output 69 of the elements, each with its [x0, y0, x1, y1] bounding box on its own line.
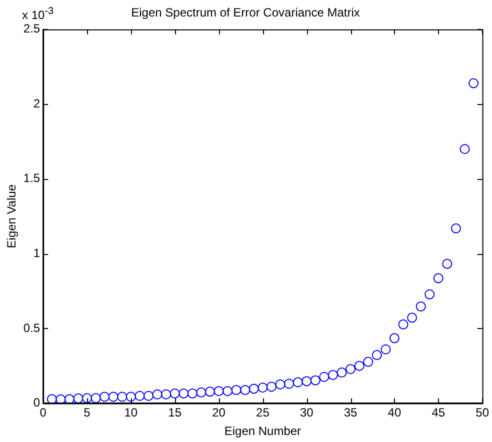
- y-tick-label: 0: [33, 396, 40, 410]
- point: [328, 370, 338, 380]
- point: [161, 389, 172, 400]
- point: [292, 377, 303, 388]
- point: [450, 223, 461, 234]
- x-tick-label: 50: [476, 406, 490, 420]
- point: [372, 350, 382, 360]
- point: [248, 384, 259, 394]
- point: [108, 392, 118, 402]
- y-tick-label: 2: [33, 96, 40, 110]
- point: [258, 382, 268, 393]
- point: [433, 273, 444, 284]
- point: [187, 388, 198, 398]
- point: [302, 376, 312, 386]
- x-tick-label: 20: [212, 406, 226, 420]
- point: [231, 385, 242, 396]
- x-tick-label: 35: [344, 406, 358, 420]
- x-tick-label: 15: [168, 406, 182, 420]
- point: [73, 393, 84, 404]
- point: [144, 390, 154, 401]
- point: [416, 301, 426, 312]
- point: [170, 388, 180, 398]
- point: [363, 356, 374, 367]
- chart-title: Eigen Spectrum of Error Covariance Matrix: [131, 6, 360, 20]
- x-tick-label: 45: [432, 406, 446, 420]
- x-tick-label: 40: [388, 406, 402, 420]
- point: [126, 392, 136, 402]
- point: [196, 387, 206, 398]
- point: [354, 360, 364, 371]
- point: [442, 258, 452, 269]
- point: [275, 379, 286, 390]
- y-tick-label: 2.5: [23, 22, 40, 36]
- point: [460, 144, 470, 154]
- point: [266, 382, 276, 392]
- x-tick-label: 10: [124, 406, 138, 420]
- point: [336, 368, 347, 378]
- point: [380, 344, 391, 354]
- point: [90, 393, 101, 404]
- point: [284, 378, 294, 389]
- point: [82, 393, 92, 404]
- point: [134, 390, 145, 401]
- x-tick-label: 5: [84, 406, 91, 420]
- x-tick-label: 30: [300, 406, 314, 420]
- point: [214, 386, 224, 396]
- y-tick-label: 1.5: [23, 171, 40, 186]
- point: [56, 394, 66, 404]
- point: [319, 372, 330, 382]
- y-tick-label: 0.5: [23, 320, 40, 335]
- point: [389, 333, 400, 344]
- point: [100, 392, 110, 402]
- point: [240, 385, 250, 396]
- point: [64, 394, 74, 404]
- point: [398, 319, 408, 330]
- y-tick-label: 1: [33, 246, 40, 260]
- point: [424, 289, 435, 300]
- point: [346, 364, 356, 374]
- point: [407, 312, 418, 323]
- point: [178, 388, 189, 398]
- point: [222, 386, 233, 396]
- y-axis-title: Eigen Value: [4, 184, 19, 248]
- point: [117, 392, 128, 402]
- point: [152, 389, 162, 400]
- x-tick-label: 25: [256, 406, 270, 420]
- text: x 10$^{-3}$: [22, 6, 54, 22]
- point: [310, 375, 320, 386]
- point: [468, 78, 479, 88]
- point: [46, 394, 57, 404]
- x-axis-title: Eigen Number: [224, 424, 302, 438]
- point: [204, 386, 215, 397]
